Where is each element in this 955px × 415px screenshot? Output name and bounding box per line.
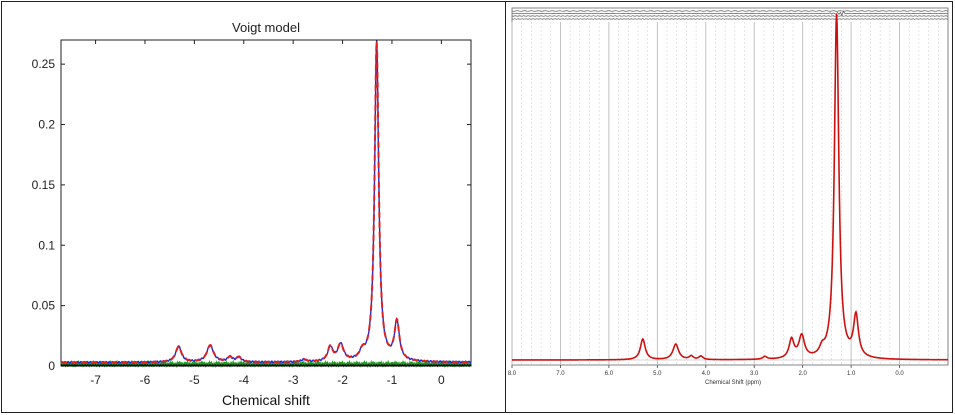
right-plot-area xyxy=(511,7,949,366)
right-residual-line xyxy=(511,10,949,17)
left-chart-voigt-model: -7 -6 -5 -4 -3 -2 -1 0 0 0.05 0.1 0.15 0.2 0.25 Voigt… xyxy=(32,20,472,408)
left-x-tick-label: -1 xyxy=(387,373,398,387)
right-residual-line xyxy=(511,10,949,12)
right-x-tick-label: 2.0 xyxy=(798,371,807,377)
right-x-tick-label: 1.0 xyxy=(847,371,856,377)
left-y-tick-label: 0.1 xyxy=(38,238,55,252)
left-y-tick-label: 0.2 xyxy=(38,118,55,132)
left-chart-title: Voigt model xyxy=(232,20,300,35)
left-series-line-black xyxy=(60,364,472,367)
left-x-tick-label: -5 xyxy=(189,373,200,387)
left-x-tick-label: -2 xyxy=(337,373,348,387)
right-tick-group: 8.0 7.0 6.0 5.0 4.0 3.0 2.0 1.0 0.0 xyxy=(508,365,904,377)
left-series-line-red-dashed xyxy=(61,41,471,364)
left-y-tick-label: 0.05 xyxy=(32,299,56,313)
left-x-axis-label: Chemical shift xyxy=(222,392,310,408)
right-x-axis-label: Chemical Shift (ppm) xyxy=(705,380,761,386)
left-x-tick-label: -3 xyxy=(288,373,299,387)
right-residual-band xyxy=(511,10,949,20)
right-series-group xyxy=(512,13,948,361)
left-tick-group: -7 -6 -5 -4 -3 -2 -1 0 0 0.05 0.1 0.15 0.2 0.25 xyxy=(32,40,471,387)
panel-divider xyxy=(505,1,506,413)
right-x-tick-label: 5.0 xyxy=(653,371,662,377)
left-x-tick-label: -7 xyxy=(90,373,101,387)
right-residual-line xyxy=(511,15,949,17)
right-x-tick-label: 3.0 xyxy=(750,371,759,377)
left-series-group xyxy=(60,40,472,369)
left-plot-area xyxy=(60,39,472,367)
right-x-tick-label: 8.0 xyxy=(508,371,517,377)
left-y-tick-label: 0.15 xyxy=(32,178,56,192)
right-grid-group xyxy=(511,22,948,365)
left-x-tick-label: -6 xyxy=(140,373,151,387)
right-series-line-red xyxy=(512,13,948,361)
right-x-tick-label: 0.0 xyxy=(895,371,904,377)
right-x-tick-label: 7.0 xyxy=(556,371,565,377)
left-y-tick-label: 0 xyxy=(48,359,55,373)
right-residual-line xyxy=(511,18,949,20)
left-x-tick-label: -4 xyxy=(238,373,249,387)
right-x-tick-label: 4.0 xyxy=(702,371,711,377)
left-x-tick-label: 0 xyxy=(438,373,445,387)
left-y-tick-label: 0.25 xyxy=(32,57,56,71)
right-chart-spectrum-fit: 8.0 7.0 6.0 5.0 4.0 3.0 2.0 1.0 0.0 Chemical Shi… xyxy=(508,7,949,386)
right-x-tick-label: 6.0 xyxy=(605,371,614,377)
